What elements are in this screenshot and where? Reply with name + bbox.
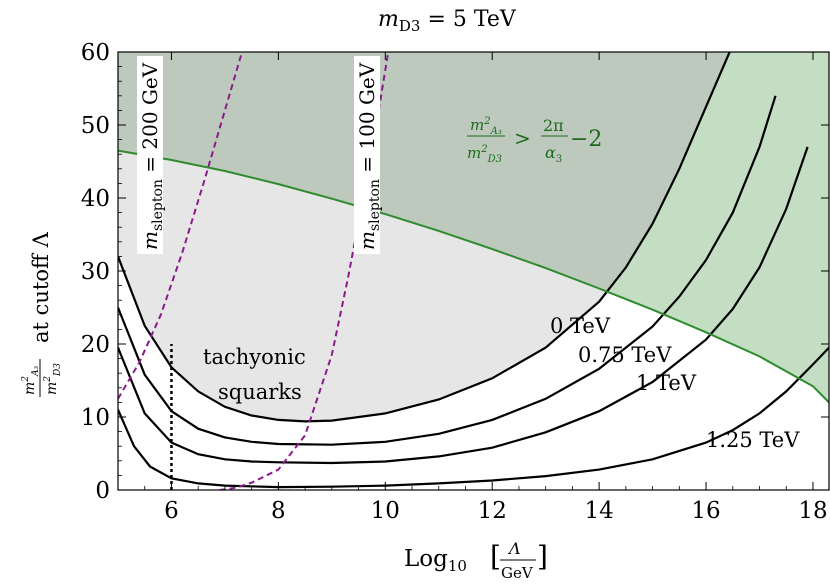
chart-title: mD3 = 5 TeV	[378, 7, 517, 35]
x-tick-label: 8	[271, 498, 286, 524]
slepton-200-label: mslepton = 200 GeV	[138, 62, 166, 250]
svg-text:2π: 2π	[543, 116, 564, 135]
svg-text:[: [	[490, 540, 501, 573]
y-tick-label: 40	[81, 186, 110, 212]
svg-text:m2D3: m2D3	[43, 363, 63, 395]
slepton-100-label-bg	[354, 56, 380, 254]
green-bound-line	[118, 149, 829, 404]
svg-text:m2D3: m2D3	[467, 144, 502, 165]
x-axis-label: Log10 [ Λ GeV ]	[404, 539, 548, 582]
svg-text:Log10: Log10	[404, 546, 467, 575]
x-tick-label: 6	[164, 498, 179, 524]
x-tick-label: 16	[691, 498, 720, 524]
svg-text:>: >	[514, 126, 531, 150]
y-tick-label: 20	[81, 332, 110, 358]
svg-text:α3: α3	[545, 143, 562, 165]
label-0-tev: 0 TeV	[550, 314, 611, 338]
bound-formula: m2A₃ m2D3 > 2π α3 −2	[467, 116, 602, 165]
svg-text:]: ]	[537, 540, 548, 573]
slepton-curve-200-gev	[118, 52, 244, 400]
label-1-tev: 1 TeV	[636, 371, 697, 395]
curve-1-25-tev	[118, 346, 829, 489]
svg-text:at cutoff Λ: at cutoff Λ	[29, 231, 53, 343]
series-layer	[118, 52, 829, 489]
tachyonic-label-line1: tachyonic	[203, 345, 306, 369]
svg-text:Λ: Λ	[507, 539, 521, 558]
curve-0-75-tev	[118, 95, 777, 446]
x-tick-label: 14	[584, 498, 613, 524]
slepton-200-label-bg	[137, 56, 163, 254]
x-tick-label: 10	[371, 498, 400, 524]
curve-1-tev	[118, 146, 809, 465]
x-tick-label: 18	[798, 498, 827, 524]
tick-layer: 6 8 10 12 14 16 18 0 10 20 30 40 50 60	[81, 40, 829, 524]
y-tick-label: 30	[81, 259, 110, 285]
y-axis-label: m2A₃ m2D3 at cutoff Λ	[21, 231, 63, 397]
y-tick-label: 0	[95, 478, 110, 504]
label-125-tev: 1.25 TeV	[706, 428, 800, 452]
svg-text:m2A₃: m2A₃	[21, 365, 41, 395]
slepton-100-label: mslepton = 100 GeV	[355, 62, 383, 250]
y-tick-label: 50	[81, 113, 110, 139]
y-tick-label: 10	[81, 405, 110, 431]
svg-text:m2A₃: m2A₃	[470, 116, 502, 137]
svg-text:GeV: GeV	[501, 564, 534, 582]
label-075-tev: 0.75 TeV	[578, 343, 672, 367]
curve-0-tev	[118, 52, 731, 423]
y-tick-label: 60	[81, 40, 110, 66]
x-tick-label: 12	[478, 498, 507, 524]
svg-text:−2: −2	[570, 127, 602, 152]
tachyonic-label-line2: squarks	[218, 380, 302, 404]
